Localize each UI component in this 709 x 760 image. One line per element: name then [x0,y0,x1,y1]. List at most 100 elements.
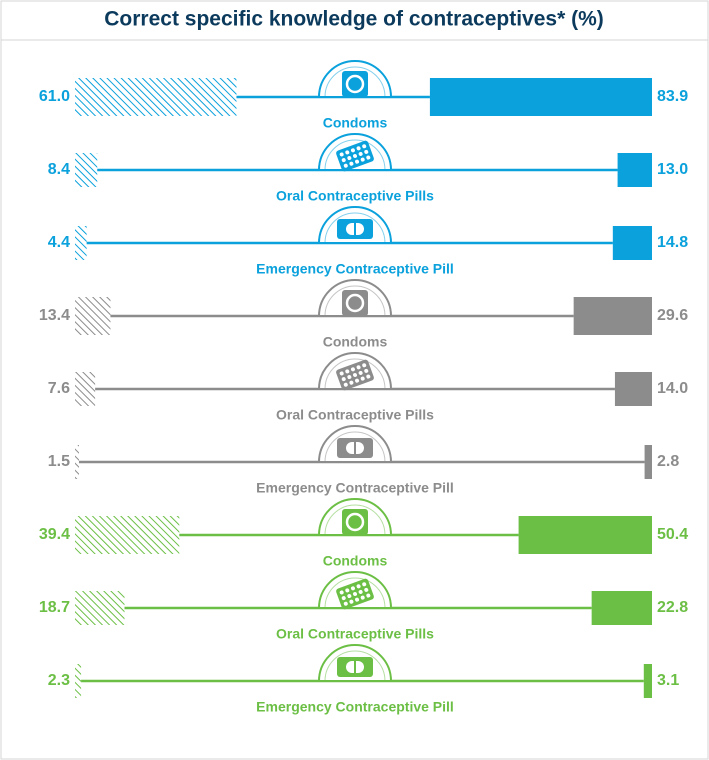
icon-ring [345,293,365,313]
icon-ring [345,74,365,94]
left-bar [75,516,180,554]
icon-pill [358,370,363,375]
icon-pill [358,589,363,594]
right-value-label: 29.6 [657,307,688,324]
left-value-label: 13.4 [39,307,70,324]
icon-dome-inner [324,66,386,98]
category-label: Oral Contraceptive Pills [276,407,434,423]
left-value-label: 39.4 [39,526,70,543]
icon-pill [360,157,365,162]
chart-title: Correct specific knowledge of contracept… [104,8,603,31]
icon-pill [356,584,361,589]
icon-pill [360,376,365,381]
icon-pill [341,158,346,163]
category-label: Oral Contraceptive Pills [276,188,434,204]
right-bar [573,297,652,335]
left-value-label: 7.6 [48,380,70,397]
icon-pill [347,156,352,161]
icon-dome-inner [324,504,386,536]
left-bar [75,78,237,116]
right-bar [643,664,652,698]
icon-pill [366,593,371,598]
left-value-label: 8.4 [48,161,70,178]
icon-pill [349,380,354,385]
right-value-label: 3.1 [657,672,679,689]
icon-pill [343,382,348,387]
icon-pill [345,369,350,374]
icon-dome-inner [324,139,386,171]
right-bar [612,226,652,260]
right-value-label: 22.8 [657,599,688,616]
icon-pills [336,140,374,172]
icon-pill [355,378,360,383]
icon-dome-inner [324,358,386,390]
left-value-label: 61.0 [39,88,70,105]
icon-pill [356,146,361,151]
left-bar [75,445,79,479]
right-bar [429,78,652,116]
icon-pill [353,373,357,377]
category-label: Emergency Contraceptive Pill [256,699,454,715]
right-bar [518,516,652,554]
icon-pill [343,163,348,168]
icon-pill [355,159,360,164]
left-bar [75,297,111,335]
left-bar [75,226,87,260]
icon-pill [362,582,367,587]
icon-pill [341,377,346,382]
category-label: Oral Contraceptive Pills [276,626,434,642]
icon-pill [362,144,367,149]
icon-dome-inner [324,212,386,244]
left-value-label: 4.4 [48,234,70,251]
left-bar [75,591,125,625]
icon-dome-inner [324,285,386,317]
icon-pill [353,592,357,596]
icon-pill [350,586,355,591]
right-bar [617,153,652,187]
category-label: Condoms [323,553,388,569]
right-value-label: 14.8 [657,234,688,251]
category-label: Condoms [323,115,388,131]
icon-dome-inner [324,650,386,682]
icon-pill [339,152,344,157]
left-bar [75,153,98,187]
icon-ring [345,512,365,532]
icon-pill [364,587,369,592]
icon-pill [341,596,346,601]
icon-pill [358,151,363,156]
icon-pill [366,155,371,160]
icon-dome-inner [324,577,386,609]
icon-pill [345,150,350,155]
category-label: Emergency Contraceptive Pill [256,261,454,277]
icon-dome-inner [324,431,386,463]
left-bar [75,372,96,406]
icon-pill [339,590,344,595]
icon-pill [347,375,352,380]
icon-pill [366,374,371,379]
icon-pill [339,371,344,376]
icon-pills [336,578,374,610]
right-value-label: 83.9 [657,88,688,105]
category-label: Condoms [323,334,388,350]
icon-pill [345,588,350,593]
right-value-label: 14.0 [657,380,688,397]
right-value-label: 2.8 [657,453,679,470]
icon-pill [355,597,360,602]
icon-pill [353,154,357,158]
right-value-label: 50.4 [657,526,688,543]
icon-pill [350,148,355,153]
left-bar [75,664,82,698]
right-bar [644,445,652,479]
icon-pill [349,161,354,166]
icon-pill [347,594,352,599]
icon-pill [364,368,369,373]
left-value-label: 1.5 [48,453,70,470]
left-value-label: 2.3 [48,672,70,689]
right-bar [614,372,652,406]
icon-pill [356,365,361,370]
icon-pill [349,599,354,604]
icon-pill [343,601,348,606]
